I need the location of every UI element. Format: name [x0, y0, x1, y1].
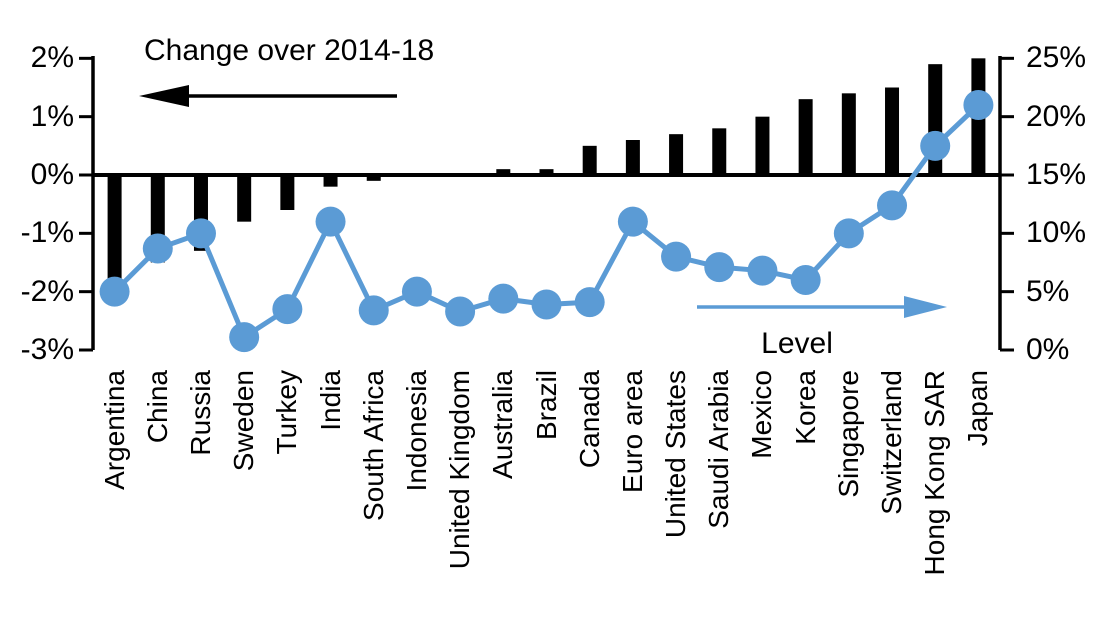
- x-axis-category-label: Japan: [962, 370, 994, 447]
- right-axis-tick-label: 25%: [1026, 41, 1087, 75]
- point-south-africa: [358, 295, 389, 326]
- bar-south-africa: [366, 175, 381, 181]
- right-axis-tick-label: 15%: [1026, 157, 1087, 191]
- x-axis-category-label: Saudi Arabia: [703, 370, 735, 529]
- x-axis-category-label: Sweden: [228, 370, 260, 472]
- x-axis-category-label: Euro area: [616, 370, 648, 493]
- point-india: [315, 206, 346, 237]
- x-axis-category-label: South Africa: [357, 370, 389, 521]
- point-australia: [488, 283, 519, 314]
- point-switzerland: [877, 190, 908, 221]
- x-axis-category-label: Canada: [573, 370, 605, 469]
- x-axis-category-label: United Kingdom: [444, 370, 476, 570]
- point-brazil: [531, 289, 562, 320]
- point-canada: [574, 287, 605, 318]
- bar-mexico: [755, 116, 770, 175]
- point-korea: [790, 264, 821, 295]
- bar-argentina: [107, 175, 122, 280]
- left-axis-tick-label: -1%: [20, 216, 74, 250]
- bar-australia: [496, 169, 511, 175]
- right-axis-tick-label: 0%: [1026, 333, 1070, 366]
- bar-korea: [798, 99, 813, 175]
- x-axis-category-label: Brazil: [530, 370, 562, 441]
- x-axis-category-label: Turkey: [271, 370, 303, 455]
- point-united-kingdom: [445, 296, 476, 327]
- bar-turkey: [280, 175, 295, 210]
- point-sweden: [229, 322, 260, 353]
- left-axis-tick-label: -2%: [20, 274, 74, 308]
- left-axis-tick-label: -3%: [20, 332, 74, 366]
- left-axis-tick-label: 0%: [30, 158, 74, 191]
- bar-switzerland: [885, 87, 900, 175]
- x-axis-category-label: Indonesia: [400, 370, 432, 492]
- right-axis-tick-label: 10%: [1026, 216, 1087, 250]
- point-hong-kong-sar: [920, 130, 951, 161]
- point-singapore: [833, 218, 864, 249]
- bar-united-states: [669, 134, 684, 175]
- x-axis-category-label: Mexico: [746, 370, 778, 459]
- point-russia: [185, 218, 216, 249]
- x-axis-category-label: China: [141, 370, 173, 444]
- bar-india: [323, 175, 338, 187]
- x-axis-category-label: India: [314, 370, 346, 431]
- point-indonesia: [401, 276, 432, 307]
- x-axis-category-label: Singapore: [832, 370, 864, 498]
- point-argentina: [99, 276, 130, 307]
- bar-canada: [582, 145, 597, 175]
- left-arrowhead-icon: [139, 85, 189, 107]
- point-saudi-arabia: [704, 252, 735, 283]
- bar-saudi-arabia: [712, 128, 727, 175]
- x-axis-category-label: Korea: [789, 370, 821, 445]
- x-axis-category-label: Switzerland: [876, 370, 908, 515]
- bar-brazil: [539, 169, 554, 175]
- point-united-states: [661, 241, 692, 272]
- point-turkey: [272, 294, 303, 325]
- point-japan: [963, 89, 994, 120]
- bar-series-annotation: Change over 2014-18: [144, 34, 435, 67]
- left-axis-tick-label: 1%: [30, 99, 74, 133]
- right-axis-tick-label: 5%: [1026, 274, 1070, 308]
- bar-euro-area: [625, 140, 640, 175]
- x-axis-category-label: Argentina: [98, 370, 130, 490]
- right-axis-tick-label: 20%: [1026, 99, 1087, 133]
- x-axis-category-label: Russia: [184, 370, 216, 456]
- right-arrowhead-icon: [904, 296, 947, 318]
- x-axis-category-label: Australia: [487, 370, 519, 479]
- bar-sweden: [237, 175, 252, 222]
- x-axis-category-label: United States: [660, 370, 692, 539]
- x-axis-category-label: Hong Kong SAR: [919, 370, 951, 576]
- bar-singapore: [841, 93, 856, 175]
- point-mexico: [747, 255, 778, 286]
- line-series-annotation: Level: [761, 327, 833, 360]
- point-euro-area: [617, 206, 648, 237]
- left-axis-tick-label: 2%: [30, 41, 74, 75]
- point-china: [142, 233, 173, 264]
